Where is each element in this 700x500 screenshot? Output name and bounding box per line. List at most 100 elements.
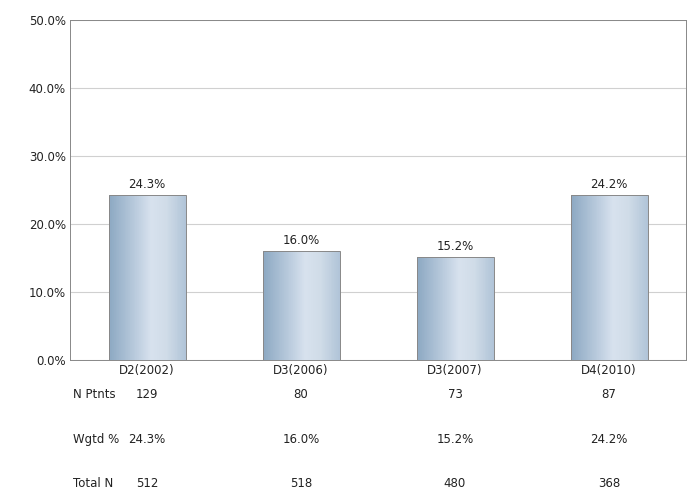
Bar <box>630 196 631 360</box>
Bar <box>459 256 460 360</box>
Bar <box>289 251 290 360</box>
Bar <box>277 251 278 360</box>
Bar <box>584 196 585 360</box>
Bar <box>607 196 608 360</box>
Bar <box>438 256 439 360</box>
Bar <box>421 256 422 360</box>
Bar <box>580 196 581 360</box>
Bar <box>480 256 481 360</box>
Bar <box>623 196 624 360</box>
Bar <box>337 251 338 360</box>
Bar <box>608 196 609 360</box>
Bar <box>297 251 298 360</box>
Bar <box>169 195 170 360</box>
Text: 480: 480 <box>444 478 466 490</box>
Bar <box>641 196 642 360</box>
Bar <box>626 196 627 360</box>
Bar <box>305 251 307 360</box>
Bar <box>278 251 279 360</box>
Bar <box>267 251 268 360</box>
Bar <box>279 251 280 360</box>
Bar <box>297 251 298 360</box>
Bar <box>316 251 317 360</box>
Bar <box>309 251 310 360</box>
Bar <box>602 196 603 360</box>
Bar <box>290 251 291 360</box>
Bar <box>443 256 444 360</box>
Bar <box>574 196 575 360</box>
Bar <box>274 251 275 360</box>
Bar <box>490 256 491 360</box>
Bar <box>111 195 112 360</box>
Bar <box>123 195 124 360</box>
Bar <box>294 251 295 360</box>
Bar <box>324 251 325 360</box>
Bar <box>424 256 425 360</box>
Bar <box>640 196 641 360</box>
Bar <box>301 251 302 360</box>
Bar <box>572 196 573 360</box>
Bar <box>284 251 285 360</box>
Bar <box>135 195 136 360</box>
Bar <box>619 196 620 360</box>
Bar <box>150 195 151 360</box>
Bar <box>134 195 135 360</box>
Bar <box>281 251 283 360</box>
Bar <box>304 251 305 360</box>
Bar <box>285 251 286 360</box>
Bar <box>146 195 147 360</box>
Bar <box>164 195 165 360</box>
Bar <box>266 251 267 360</box>
Bar <box>615 196 616 360</box>
Bar <box>168 195 169 360</box>
Bar <box>482 256 483 360</box>
Bar <box>624 196 625 360</box>
Bar <box>110 195 111 360</box>
Bar <box>317 251 318 360</box>
Bar <box>574 196 575 360</box>
Bar <box>167 195 168 360</box>
Bar <box>481 256 482 360</box>
Bar <box>486 256 487 360</box>
Text: 15.2%: 15.2% <box>436 240 474 252</box>
Bar <box>467 256 468 360</box>
Bar <box>264 251 265 360</box>
Bar <box>588 196 589 360</box>
Bar <box>338 251 339 360</box>
Text: 24.3%: 24.3% <box>128 432 166 446</box>
Bar <box>470 256 471 360</box>
Bar <box>611 196 612 360</box>
Bar <box>586 196 587 360</box>
Bar <box>622 196 623 360</box>
Bar <box>137 195 138 360</box>
Bar <box>464 256 465 360</box>
Bar <box>617 196 618 360</box>
Bar <box>109 195 110 360</box>
Bar <box>627 196 628 360</box>
Bar <box>311 251 312 360</box>
Bar <box>185 195 186 360</box>
Bar <box>620 196 621 360</box>
Bar <box>482 256 484 360</box>
Text: Total N: Total N <box>73 478 113 490</box>
Bar <box>454 256 455 360</box>
Bar <box>634 196 635 360</box>
Bar <box>290 251 291 360</box>
Bar <box>125 195 126 360</box>
Bar <box>595 196 596 360</box>
Bar <box>585 196 586 360</box>
Bar <box>175 195 176 360</box>
Bar <box>631 196 632 360</box>
Bar <box>269 251 270 360</box>
Bar <box>182 195 183 360</box>
Bar <box>589 196 591 360</box>
Bar <box>420 256 421 360</box>
Bar <box>315 251 316 360</box>
Text: 518: 518 <box>290 478 312 490</box>
Bar <box>162 195 163 360</box>
Bar <box>452 256 453 360</box>
Bar <box>115 195 116 360</box>
Bar <box>322 251 323 360</box>
Bar <box>331 251 332 360</box>
Bar <box>618 196 619 360</box>
